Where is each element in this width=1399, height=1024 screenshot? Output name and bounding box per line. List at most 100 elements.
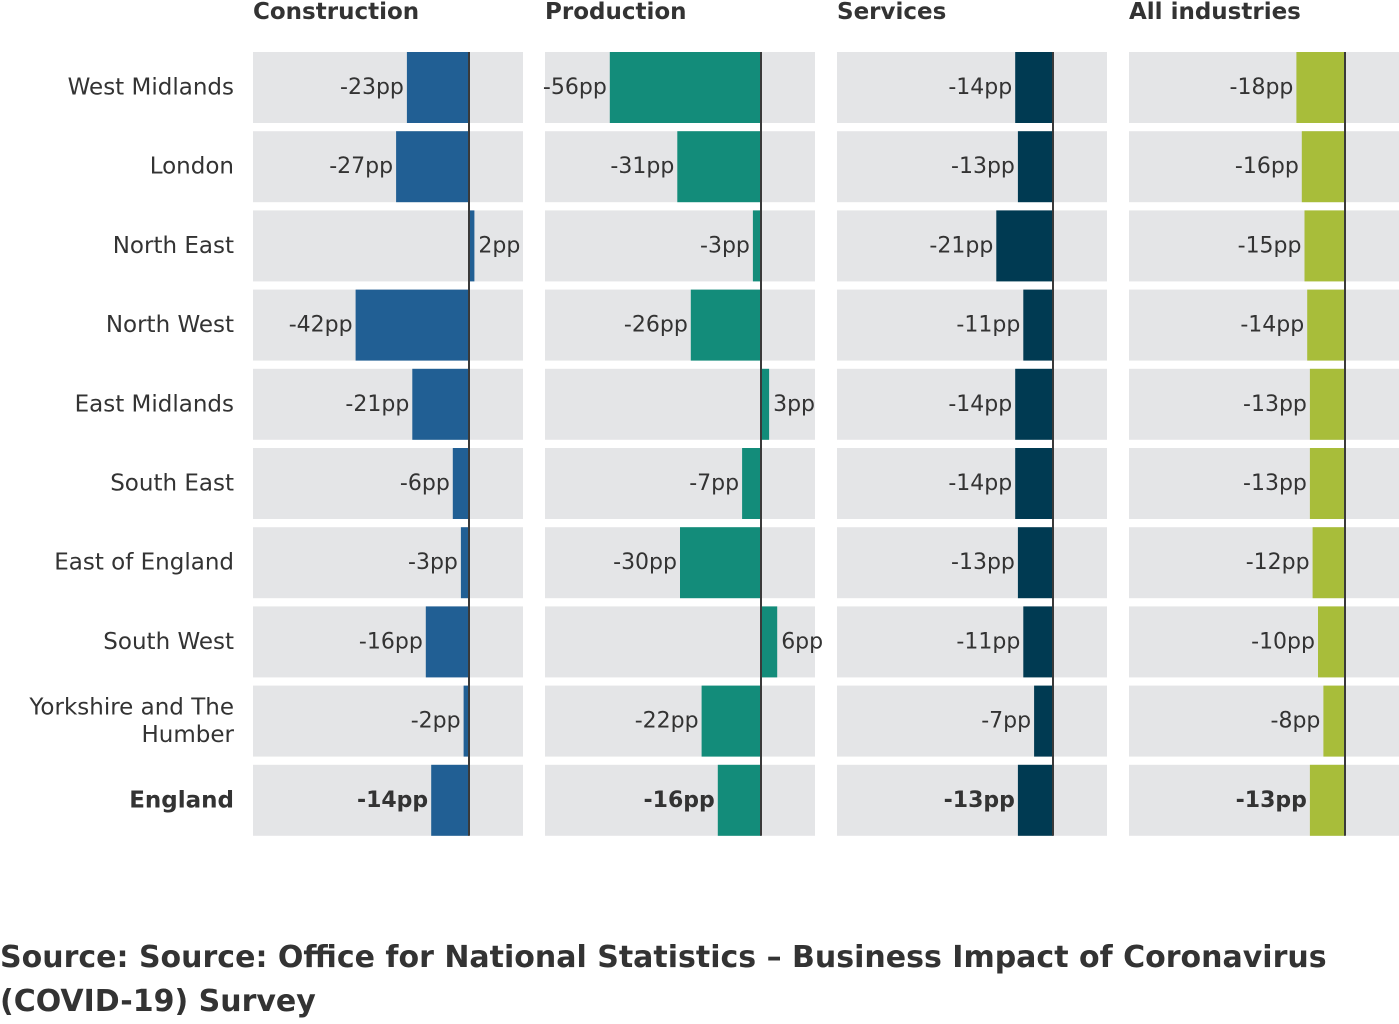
value-label-all-industries-london: -16pp [1235, 154, 1299, 179]
bar-construction-south-west [425, 606, 469, 678]
value-label-all-industries-east-midlands: -13pp [1243, 392, 1307, 417]
value-label-construction-london: -27pp [329, 154, 393, 179]
value-label-services-west-midlands: -14pp [948, 75, 1012, 100]
panel-title-services: Services [837, 0, 946, 25]
value-label-construction-north-west: -42pp [289, 313, 353, 338]
track-production-north-west [545, 289, 815, 361]
value-label-production-east-of-england: -30pp [613, 550, 677, 575]
track-production-england [545, 764, 815, 836]
bar-construction-east-of-england [460, 527, 469, 599]
category-label-east-midlands: East Midlands [75, 391, 234, 417]
value-label-production-north-east: -3pp [700, 233, 750, 258]
bar-services-south-east [1015, 448, 1053, 519]
bar-services-england [1017, 764, 1053, 836]
value-label-all-industries-south-west: -10pp [1251, 629, 1315, 654]
bar-construction-south-east [452, 448, 469, 519]
bar-services-east-of-england [1017, 527, 1053, 599]
track-all-industries-south-east [1129, 448, 1399, 519]
panel-title-construction: Construction [253, 0, 419, 25]
category-label-south-west: South West [103, 629, 234, 655]
value-label-production-yorkshire-and-the-humber: -22pp [635, 709, 699, 734]
value-label-construction-east-midlands: -21pp [345, 392, 409, 417]
track-services-yorkshire-and-the-humber [837, 685, 1107, 757]
bar-production-london [677, 131, 761, 203]
track-construction-england [253, 764, 523, 836]
value-label-all-industries-north-west: -14pp [1240, 313, 1304, 338]
bar-production-west-midlands [609, 52, 761, 123]
track-all-industries-west-midlands [1129, 52, 1399, 123]
track-construction-east-of-england [253, 527, 523, 599]
value-label-production-south-east: -7pp [689, 471, 739, 496]
value-label-services-south-west: -11pp [956, 629, 1020, 654]
bar-all-industries-east-midlands [1309, 368, 1345, 440]
bar-construction-england [431, 764, 469, 836]
bar-construction-yorkshire-and-the-humber [463, 685, 469, 757]
track-services-north-west [837, 289, 1107, 361]
track-services-london [837, 131, 1107, 203]
track-production-yorkshire-and-the-humber [545, 685, 815, 757]
track-production-south-east [545, 448, 815, 519]
bar-production-south-west [761, 606, 778, 678]
track-construction-north-east [253, 210, 523, 282]
track-services-south-east [837, 448, 1107, 519]
track-production-north-east [545, 210, 815, 282]
track-services-east-of-england [837, 527, 1107, 599]
bar-all-industries-west-midlands [1296, 52, 1345, 123]
value-label-construction-south-west: -16pp [359, 629, 423, 654]
value-label-services-north-east: -21pp [929, 233, 993, 258]
value-label-production-west-midlands: -56pp [543, 75, 607, 100]
value-label-services-south-east: -14pp [948, 471, 1012, 496]
track-services-south-west [837, 606, 1107, 678]
value-label-all-industries-east-of-england: -12pp [1246, 550, 1310, 575]
bar-production-north-east [752, 210, 761, 282]
bar-production-england [717, 764, 761, 836]
track-construction-west-midlands [253, 52, 523, 123]
track-production-east-midlands [545, 368, 815, 440]
bar-all-industries-north-west [1307, 289, 1345, 361]
bar-services-london [1017, 131, 1053, 203]
track-services-east-midlands [837, 368, 1107, 440]
track-construction-east-midlands [253, 368, 523, 440]
bar-all-industries-england [1309, 764, 1345, 836]
category-label-england: England [129, 787, 234, 813]
panel-title-all-industries: All industries [1129, 0, 1301, 25]
value-label-construction-south-east: -6pp [400, 471, 450, 496]
track-all-industries-east-of-england [1129, 527, 1399, 599]
bar-services-north-west [1023, 289, 1053, 361]
track-all-industries-north-east [1129, 210, 1399, 282]
bar-services-east-midlands [1015, 368, 1053, 440]
value-label-production-england: -16pp [644, 788, 715, 813]
category-label-yorkshire-and-the-humber: Yorkshire and The Humber [28, 694, 234, 748]
track-all-industries-yorkshire-and-the-humber [1129, 685, 1399, 757]
value-label-services-england: -13pp [944, 788, 1015, 813]
source-note: Source: Source: Office for National Stat… [0, 940, 1327, 1019]
value-label-all-industries-yorkshire-and-the-humber: -8pp [1271, 709, 1321, 734]
bar-production-south-east [742, 448, 761, 519]
bar-services-yorkshire-and-the-humber [1034, 685, 1053, 757]
value-label-construction-yorkshire-and-the-humber: -2pp [411, 709, 461, 734]
value-label-services-east-midlands: -14pp [948, 392, 1012, 417]
bar-all-industries-yorkshire-and-the-humber [1323, 685, 1345, 757]
bar-production-yorkshire-and-the-humber [701, 685, 761, 757]
category-label-north-west: North West [106, 312, 234, 338]
value-label-all-industries-south-east: -13pp [1243, 471, 1307, 496]
bar-all-industries-east-of-england [1312, 527, 1345, 599]
value-label-services-london: -13pp [951, 154, 1015, 179]
panel-title-production: Production [545, 0, 687, 25]
bar-all-industries-south-west [1318, 606, 1345, 678]
small-multiples-bar-chart: West Midlands London North East North West E… [28, 0, 1399, 836]
value-label-production-south-west: 6pp [781, 629, 823, 654]
bar-all-industries-south-east [1309, 448, 1345, 519]
bar-production-north-west [690, 289, 761, 361]
bar-all-industries-london [1301, 131, 1345, 203]
value-label-services-yorkshire-and-the-humber: -7pp [981, 709, 1031, 734]
track-all-industries-east-midlands [1129, 368, 1399, 440]
track-construction-london [253, 131, 523, 203]
track-services-england [837, 764, 1107, 836]
track-all-industries-england [1129, 764, 1399, 836]
bar-services-west-midlands [1015, 52, 1053, 123]
bar-production-east-midlands [761, 368, 770, 440]
value-label-production-north-west: -26pp [624, 313, 688, 338]
category-label-london: London [150, 154, 234, 180]
bar-construction-west-midlands [406, 52, 469, 123]
